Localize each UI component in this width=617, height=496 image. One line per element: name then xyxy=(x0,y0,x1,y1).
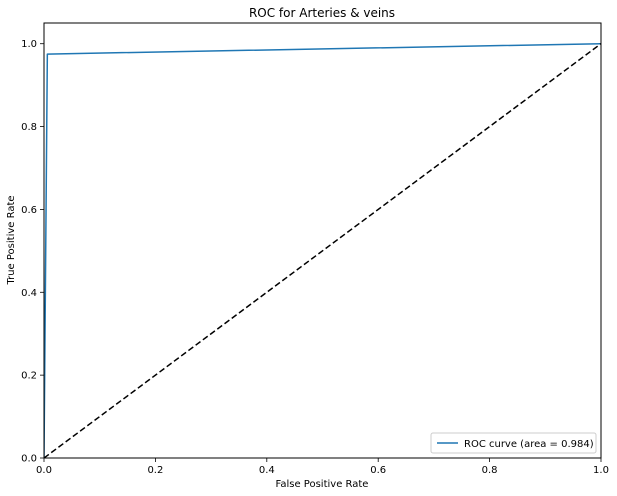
legend-box xyxy=(430,432,597,454)
plot-clip-group xyxy=(44,42,601,458)
y-tick-label: 1.0 xyxy=(21,39,37,50)
series-layer xyxy=(44,42,601,458)
plot-frame xyxy=(43,22,602,459)
y-axis-title: True Positive Rate xyxy=(6,195,17,285)
legend-label-roc-curve: ROC curve (area = 0.984) xyxy=(464,439,594,450)
chance-diagonal-line xyxy=(44,43,601,458)
x-tick-label: 0.2 xyxy=(147,465,163,476)
legend: ROC curve (area = 0.984) xyxy=(430,432,597,454)
x-tick-label: 0.8 xyxy=(482,465,498,476)
x-tick-label: 0.4 xyxy=(259,465,275,476)
y-tick-label: 0.6 xyxy=(21,205,37,216)
x-tick-label: 1.0 xyxy=(593,465,609,476)
roc-curve-line xyxy=(44,42,601,458)
y-tick-label: 0.8 xyxy=(21,122,37,133)
x-axis: 0.0 0.2 0.4 0.6 0.8 1.0 xyxy=(36,458,609,476)
x-tick-label: 0.6 xyxy=(370,465,386,476)
y-tick-label: 0.0 xyxy=(21,454,37,465)
y-tick-label: 0.4 xyxy=(21,288,37,299)
x-tick-label: 0.0 xyxy=(36,465,52,476)
chart-title: ROC for Arteries & veins xyxy=(249,6,395,20)
plot-area xyxy=(44,23,601,458)
y-axis: 0.0 0.2 0.4 0.6 0.8 1.0 xyxy=(21,39,44,465)
y-tick-label: 0.2 xyxy=(21,371,37,382)
x-axis-title: False Positive Rate xyxy=(276,479,369,490)
